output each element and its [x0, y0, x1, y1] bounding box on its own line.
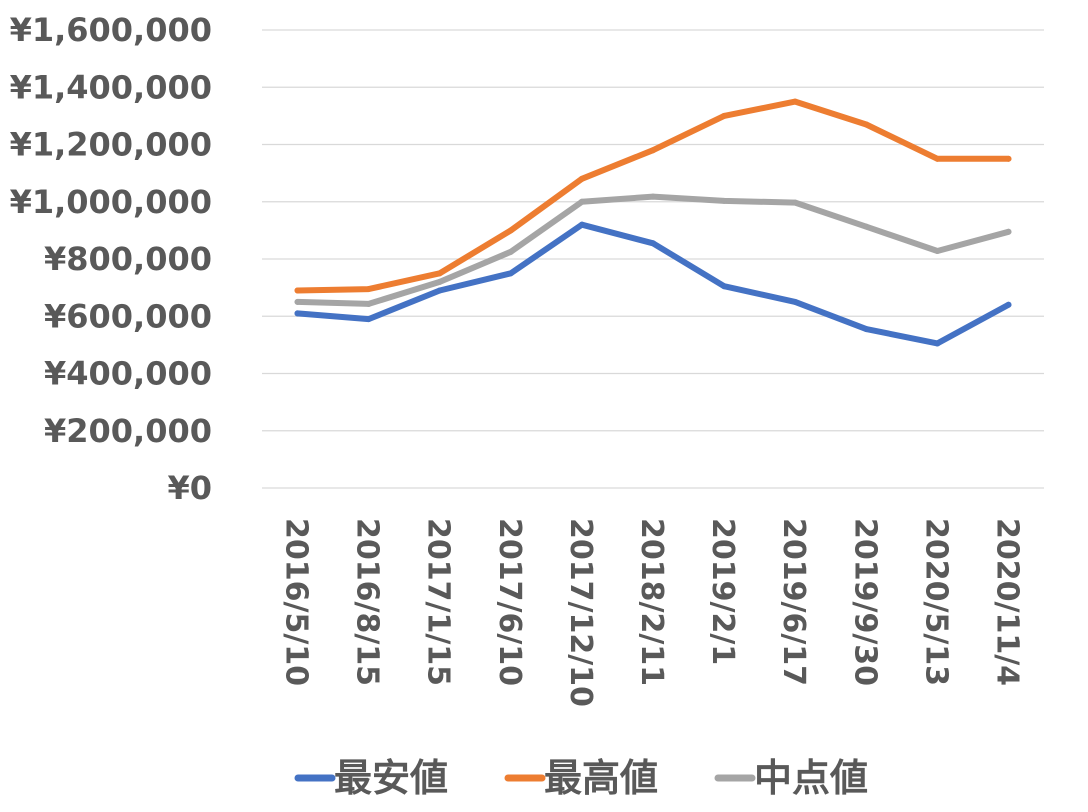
data-point — [721, 283, 728, 290]
data-point — [294, 287, 301, 294]
y-tick-label: ¥0 — [167, 469, 212, 507]
data-point — [934, 247, 941, 254]
data-point — [507, 270, 514, 277]
data-point — [863, 326, 870, 333]
data-point — [436, 270, 443, 277]
gridlines — [262, 29, 1044, 489]
data-point — [650, 193, 656, 200]
data-point — [792, 298, 799, 305]
data-point — [436, 287, 443, 294]
legend-label: 中点値 — [754, 756, 868, 800]
data-point — [294, 310, 301, 317]
data-point — [507, 248, 514, 255]
data-point — [721, 197, 728, 204]
x-tick-label: 2017/12/10 — [563, 518, 598, 707]
y-tick-label: ¥400,000 — [44, 355, 212, 393]
data-point — [934, 340, 941, 347]
x-tick-label: 2017/6/10 — [492, 518, 527, 686]
data-point — [294, 298, 301, 305]
data-point — [792, 199, 799, 206]
x-tick-label: 2016/8/15 — [350, 518, 385, 686]
data-point — [934, 155, 941, 162]
data-point — [365, 300, 372, 307]
y-tick-label: ¥800,000 — [44, 240, 212, 278]
x-tick-label: 2019/6/17 — [776, 518, 811, 686]
data-point — [721, 112, 728, 119]
y-tick-label: ¥1,000,000 — [10, 183, 212, 221]
y-tick-label: ¥600,000 — [44, 297, 212, 335]
x-tick-label: 2020/11/4 — [989, 518, 1024, 686]
series-lines — [294, 98, 1012, 347]
x-tick-label: 2019/9/30 — [847, 518, 882, 686]
legend-label: 最安値 — [334, 756, 448, 800]
data-point — [863, 121, 870, 128]
y-tick-label: ¥1,200,000 — [10, 126, 212, 164]
data-point — [1005, 155, 1012, 162]
y-tick-label: ¥200,000 — [44, 412, 212, 450]
series-line-2 — [294, 193, 1012, 307]
data-point — [650, 240, 656, 247]
x-axis-ticks: 2016/5/10 2016/8/15 2017/1/15 2017/6/10 2017… — [279, 518, 1025, 707]
data-point — [578, 175, 585, 182]
x-tick-label: 2020/5/13 — [918, 518, 953, 686]
x-tick-label: 2016/5/10 — [279, 518, 314, 686]
x-tick-label: 2018/2/11 — [634, 518, 669, 686]
data-point — [863, 223, 870, 230]
data-point — [578, 221, 585, 228]
data-point — [578, 198, 585, 205]
x-tick-label: 2019/2/1 — [705, 518, 740, 665]
y-tick-label: ¥1,600,000 — [10, 11, 212, 49]
data-point — [792, 98, 799, 105]
data-point — [436, 278, 443, 285]
data-point — [365, 286, 372, 293]
data-point — [1005, 228, 1012, 235]
y-tick-label: ¥1,400,000 — [10, 68, 212, 106]
data-point — [650, 147, 656, 154]
x-tick-label: 2017/1/15 — [421, 518, 456, 686]
legend-label: 最高値 — [544, 756, 658, 800]
data-point — [1005, 301, 1012, 308]
data-point — [365, 316, 372, 323]
legend: 最安値 最高値 中点値 — [294, 756, 868, 800]
data-point — [507, 227, 514, 234]
y-axis-ticks: ¥0 ¥200,000 ¥400,000 ¥600,000 ¥800,000 ¥1,000… — [10, 11, 212, 507]
